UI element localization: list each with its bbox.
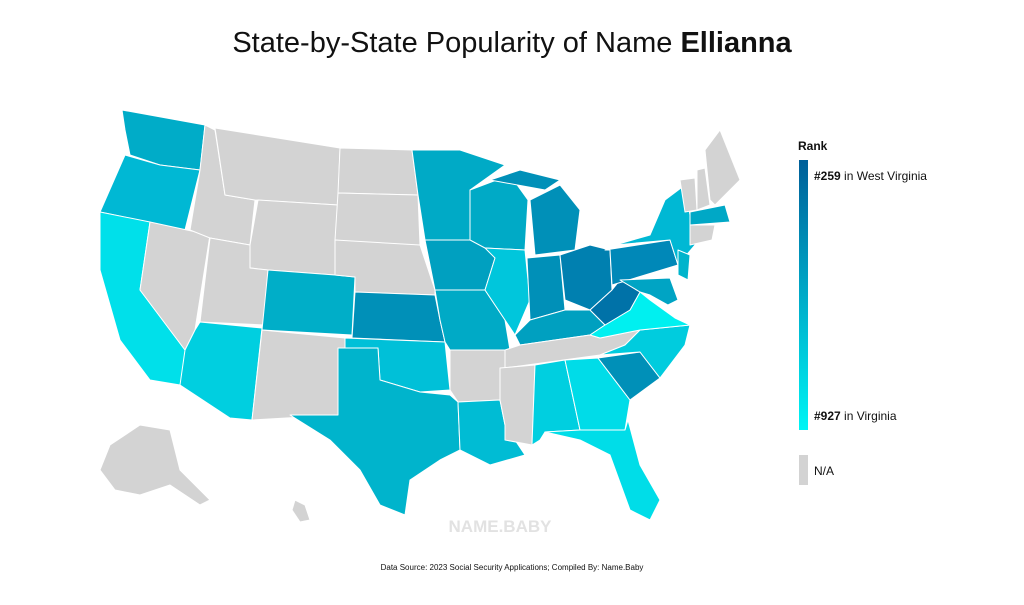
watermark: NAME.BABY — [449, 517, 553, 536]
legend-title: Rank — [798, 139, 828, 153]
legend-high-rank: #259 — [814, 169, 841, 183]
legend: Rank #259 in West Virginia #927 in Virgi… — [798, 139, 927, 485]
legend-low: #927 in Virginia — [814, 409, 897, 423]
legend-na-swatch — [799, 455, 808, 485]
legend-gradient — [799, 160, 808, 430]
legend-low-rank: #927 — [814, 409, 841, 423]
source: Data Source: 2023 Social Security Applic… — [381, 563, 644, 572]
legend-high: #259 in West Virginia — [814, 169, 927, 183]
us-map — [99, 109, 741, 523]
title: State-by-State Popularity of Name Ellian… — [232, 27, 792, 59]
legend-low-label: in Virginia — [844, 409, 897, 423]
legend-na: N/A — [814, 464, 834, 478]
legend-high-label: in West Virginia — [844, 169, 927, 183]
title-name: Ellianna — [680, 27, 792, 59]
title-prefix: State-by-State Popularity of Name — [232, 27, 672, 59]
